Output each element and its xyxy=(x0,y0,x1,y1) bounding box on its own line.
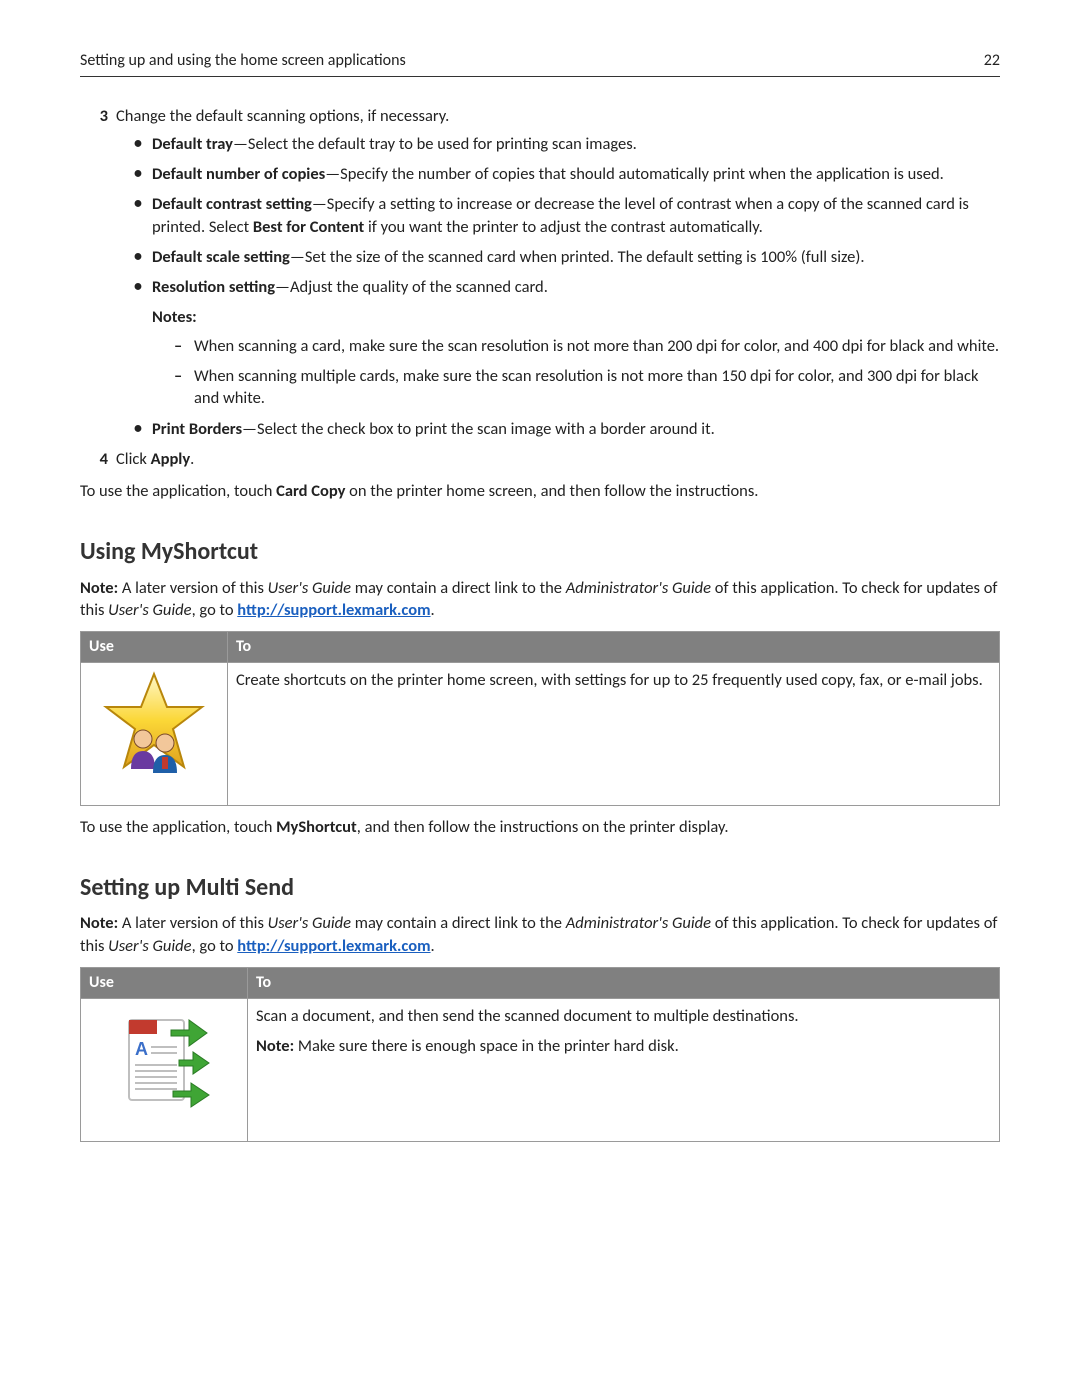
heading-multisend: Setting up Multi Send xyxy=(80,872,1000,904)
step-text: Change the default scanning options, if … xyxy=(116,105,449,127)
multisend-note: Note: A later version of this User's Gui… xyxy=(80,912,1000,957)
step-number: 4 xyxy=(86,448,108,470)
bullet-text: —Specify the number of copies that shoul… xyxy=(325,164,944,184)
document-arrows-icon: A xyxy=(109,1100,219,1120)
multisend-to-cell: Scan a document, and then send the scann… xyxy=(248,998,1000,1141)
step-3: 3 Change the default scanning options, i… xyxy=(86,105,1000,127)
text-after: . xyxy=(190,449,194,469)
multisend-icon-cell: A xyxy=(81,998,248,1141)
header-title: Setting up and using the home screen app… xyxy=(80,50,406,72)
ug2: User's Guide xyxy=(108,936,191,956)
text-after: on the printer home screen, and then fol… xyxy=(345,481,758,501)
to-text1: Scan a document, and then send the scann… xyxy=(256,1005,991,1027)
heading-myshortcut: Using MyShortcut xyxy=(80,536,1000,568)
note-label: Note: xyxy=(256,1036,294,1056)
bullet-print-borders: Print Borders—Select the check box to pr… xyxy=(134,418,1000,440)
post-step4-para: To use the application, touch Card Copy … xyxy=(80,480,1000,502)
bullet-bold: Default number of copies xyxy=(152,164,325,184)
ug: User's Guide xyxy=(268,578,351,598)
star-people-icon xyxy=(99,764,209,784)
bullet-text: —Select the check box to print the scan … xyxy=(242,419,715,439)
svg-text:A: A xyxy=(135,1039,148,1059)
bullet-bold: Resolution setting xyxy=(152,277,275,297)
text-after: , and then follow the instructions on th… xyxy=(357,817,729,837)
bullet-bold: Default tray xyxy=(152,134,233,154)
step-text: Click Apply. xyxy=(116,448,194,470)
multisend-table: Use To A xyxy=(80,967,1000,1142)
t: may contain a direct link to the xyxy=(351,913,566,933)
support-link[interactable]: http://support.lexmark.com xyxy=(237,936,430,956)
dot: . xyxy=(431,936,435,956)
page-header: Setting up and using the home screen app… xyxy=(80,50,1000,77)
dot: . xyxy=(431,600,435,620)
text-bold: Apply xyxy=(151,449,191,469)
bullet-default-contrast: Default contrast setting—Specify a setti… xyxy=(134,193,1000,238)
th-to: To xyxy=(228,632,1000,663)
bullet-text: —Select the default tray to be used for … xyxy=(233,134,637,154)
th-use: Use xyxy=(81,632,228,663)
t: may contain a direct link to the xyxy=(351,578,566,598)
page-number: 22 xyxy=(984,50,1000,72)
text-before: To use the application, touch xyxy=(80,481,276,501)
bullet-text: —Adjust the quality of the scanned card. xyxy=(275,277,548,297)
bullet-text: —Set the size of the scanned card when p… xyxy=(290,247,865,267)
step-3-bullets-cont: Print Borders—Select the check box to pr… xyxy=(80,418,1000,440)
note-item: When scanning a card, make sure the scan… xyxy=(174,335,1000,357)
note-item: When scanning multiple cards, make sure … xyxy=(174,365,1000,410)
t: A later version of this xyxy=(118,578,268,598)
text-before: To use the application, touch xyxy=(80,817,276,837)
step-3-bullets: Default tray—Select the default tray to … xyxy=(80,133,1000,299)
myshortcut-post: To use the application, touch MyShortcut… xyxy=(80,816,1000,838)
ag: Administrator's Guide xyxy=(566,913,711,933)
bullet-text2: if you want the printer to adjust the co… xyxy=(364,217,763,237)
myshortcut-to-cell: Create shortcuts on the printer home scr… xyxy=(228,662,1000,805)
bullet-bold: Print Borders xyxy=(152,419,242,439)
note-text: Make sure there is enough space in the p… xyxy=(294,1036,679,1056)
bullet-default-tray: Default tray—Select the default tray to … xyxy=(134,133,1000,155)
t: , go to xyxy=(192,600,238,620)
t: , go to xyxy=(192,936,238,956)
th-to: To xyxy=(248,968,1000,999)
text-before: Click xyxy=(116,449,151,469)
bullet-bold: Default contrast setting xyxy=(152,194,312,214)
myshortcut-icon-cell xyxy=(81,662,228,805)
note-label: Note: xyxy=(80,578,118,598)
step-4: 4 Click Apply. xyxy=(86,448,1000,470)
bullet-bold2: Best for Content xyxy=(253,217,364,237)
bullet-resolution: Resolution setting—Adjust the quality of… xyxy=(134,276,1000,298)
myshortcut-note: Note: A later version of this User's Gui… xyxy=(80,577,1000,622)
ug: User's Guide xyxy=(268,913,351,933)
th-use: Use xyxy=(81,968,248,999)
text-bold: Card Copy xyxy=(276,481,345,501)
bullet-default-copies: Default number of copies—Specify the num… xyxy=(134,163,1000,185)
support-link[interactable]: http://support.lexmark.com xyxy=(237,600,430,620)
ag: Administrator's Guide xyxy=(566,578,711,598)
step-number: 3 xyxy=(86,105,108,127)
bullet-bold: Default scale setting xyxy=(152,247,290,267)
text-bold: MyShortcut xyxy=(276,817,357,837)
myshortcut-table: Use To xyxy=(80,631,1000,806)
ug2: User's Guide xyxy=(108,600,191,620)
notes-label: Notes: xyxy=(152,306,1000,328)
note-label: Note: xyxy=(80,913,118,933)
to-note: Note: Make sure there is enough space in… xyxy=(256,1035,991,1057)
t: A later version of this xyxy=(118,913,268,933)
notes-list: When scanning a card, make sure the scan… xyxy=(80,335,1000,410)
bullet-default-scale: Default scale setting—Set the size of th… xyxy=(134,246,1000,268)
